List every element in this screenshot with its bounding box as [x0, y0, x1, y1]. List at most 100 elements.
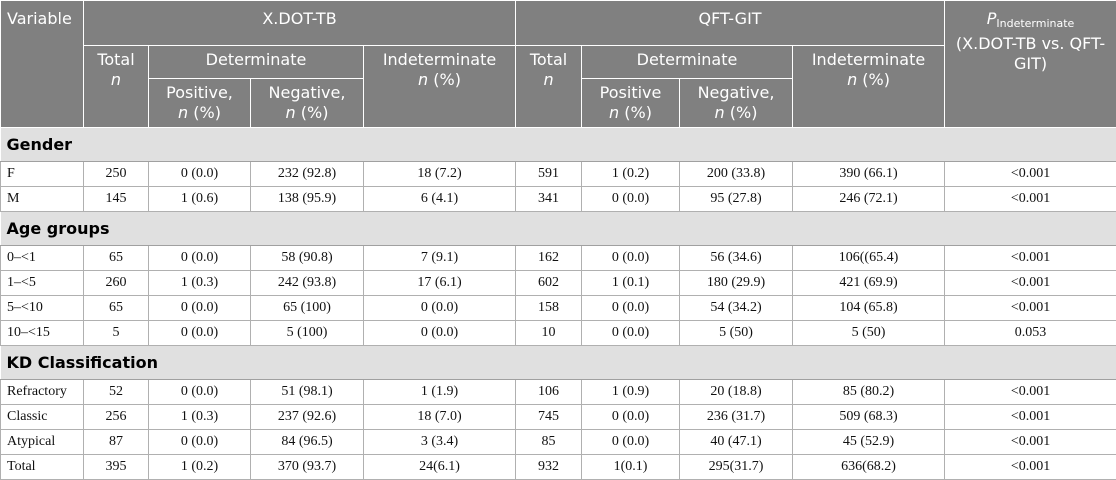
- variable-header: Variable: [1, 1, 84, 128]
- xdot-negative-cell: 84 (96.5): [251, 430, 364, 455]
- qft-negative-cell: 236 (31.7): [680, 405, 793, 430]
- qft-indeterminate-cell: 106((65.4): [793, 246, 945, 271]
- qft-negative-cell: 56 (34.6): [680, 246, 793, 271]
- qft-positive-cell: 1(0.1): [582, 455, 680, 480]
- xdot-positive-cell: 1 (0.2): [149, 455, 251, 480]
- group-row: Gender: [1, 128, 1116, 162]
- qft-negative-cell: 20 (18.8): [680, 380, 793, 405]
- group-label: Gender: [1, 128, 1116, 162]
- xdot-indeterminate-cell: 18 (7.0): [364, 405, 516, 430]
- qft-total-cell: 591: [516, 162, 582, 187]
- qft-negative-cell: 54 (34.2): [680, 296, 793, 321]
- xdot-indeterminate-cell: 3 (3.4): [364, 430, 516, 455]
- xdot-tb-group-header: X.DOT-TB: [84, 1, 516, 46]
- qft-positive-cell: 0 (0.0): [582, 321, 680, 346]
- xdot-indeterminate-cell: 6 (4.1): [364, 187, 516, 212]
- variable-cell: 1–<5: [1, 271, 84, 296]
- xdot-total-cell: 65: [84, 246, 149, 271]
- xdot-total-cell: 250: [84, 162, 149, 187]
- xdot-positive-cell: 1 (0.6): [149, 187, 251, 212]
- xdot-positive-cell: 1 (0.3): [149, 405, 251, 430]
- qft-determinate-header: Determinate: [582, 46, 793, 79]
- xdot-indeterminate-cell: 18 (7.2): [364, 162, 516, 187]
- qft-total-cell: 162: [516, 246, 582, 271]
- table-header: Variable X.DOT-TB QFT-GIT PIndeterminate…: [1, 1, 1116, 128]
- group-label: KD Classification: [1, 346, 1116, 380]
- xdot-negative-cell: 242 (93.8): [251, 271, 364, 296]
- qft-git-group-header: QFT-GIT: [516, 1, 945, 46]
- xdot-positive-cell: 0 (0.0): [149, 162, 251, 187]
- group-row: Age groups: [1, 212, 1116, 246]
- qft-indeterminate-cell: 421 (69.9): [793, 271, 945, 296]
- qft-total-cell: 602: [516, 271, 582, 296]
- xdot-negative-cell: 232 (92.8): [251, 162, 364, 187]
- qft-total-cell: 106: [516, 380, 582, 405]
- qft-indeterminate-cell: 246 (72.1): [793, 187, 945, 212]
- p-value-cell: <0.001: [945, 296, 1116, 321]
- p-value-cell: <0.001: [945, 455, 1116, 480]
- qft-indeterminate-cell: 5 (50): [793, 321, 945, 346]
- qft-negative-cell: 180 (29.9): [680, 271, 793, 296]
- qft-negative-cell: 5 (50): [680, 321, 793, 346]
- p-value-cell: <0.001: [945, 187, 1116, 212]
- variable-cell: Classic: [1, 405, 84, 430]
- p-indeterminate-header: PIndeterminate (X.DOT-TB vs. QFT-GIT): [945, 1, 1116, 128]
- xdot-total-cell: 52: [84, 380, 149, 405]
- qft-indeterminate-cell: 104 (65.8): [793, 296, 945, 321]
- variable-cell: 0–<1: [1, 246, 84, 271]
- qft-negative-cell: 200 (33.8): [680, 162, 793, 187]
- qft-positive-cell: 0 (0.0): [582, 246, 680, 271]
- xdot-positive-header: Positive,n (%): [149, 79, 251, 128]
- qft-negative-cell: 40 (47.1): [680, 430, 793, 455]
- xdot-indeterminate-cell: 1 (1.9): [364, 380, 516, 405]
- variable-cell: Refractory: [1, 380, 84, 405]
- xdot-total-cell: 5: [84, 321, 149, 346]
- variable-cell: Atypical: [1, 430, 84, 455]
- qft-total-cell: 158: [516, 296, 582, 321]
- xdot-total-cell: 395: [84, 455, 149, 480]
- qft-indeterminate-cell: 636(68.2): [793, 455, 945, 480]
- qft-total-cell: 341: [516, 187, 582, 212]
- xdot-negative-cell: 51 (98.1): [251, 380, 364, 405]
- p-value-cell: <0.001: [945, 405, 1116, 430]
- qft-indeterminate-cell: 390 (66.1): [793, 162, 945, 187]
- variable-cell: 10–<15: [1, 321, 84, 346]
- p-value-cell: <0.001: [945, 271, 1116, 296]
- xdot-indeterminate-cell: 24(6.1): [364, 455, 516, 480]
- qft-indeterminate-cell: 85 (80.2): [793, 380, 945, 405]
- xdot-total-cell: 65: [84, 296, 149, 321]
- qft-negative-header: Negative,n (%): [680, 79, 793, 128]
- variable-cell: Total: [1, 455, 84, 480]
- xdot-positive-cell: 0 (0.0): [149, 430, 251, 455]
- xdot-positive-cell: 0 (0.0): [149, 380, 251, 405]
- qft-total-cell: 745: [516, 405, 582, 430]
- xdot-positive-cell: 0 (0.0): [149, 296, 251, 321]
- qft-positive-cell: 0 (0.0): [582, 187, 680, 212]
- qft-total-cell: 10: [516, 321, 582, 346]
- qft-indeterminate-cell: 45 (52.9): [793, 430, 945, 455]
- xdot-negative-cell: 65 (100): [251, 296, 364, 321]
- xdot-negative-cell: 237 (92.6): [251, 405, 364, 430]
- xdot-total-cell: 260: [84, 271, 149, 296]
- qft-positive-cell: 1 (0.9): [582, 380, 680, 405]
- qft-positive-cell: 0 (0.0): [582, 405, 680, 430]
- xdot-positive-cell: 0 (0.0): [149, 321, 251, 346]
- xdot-indeterminate-cell: 0 (0.0): [364, 296, 516, 321]
- qft-total-cell: 932: [516, 455, 582, 480]
- qft-positive-cell: 0 (0.0): [582, 430, 680, 455]
- xdot-positive-cell: 1 (0.3): [149, 271, 251, 296]
- xdot-negative-header: Negative,n (%): [251, 79, 364, 128]
- p-value-cell: <0.001: [945, 380, 1116, 405]
